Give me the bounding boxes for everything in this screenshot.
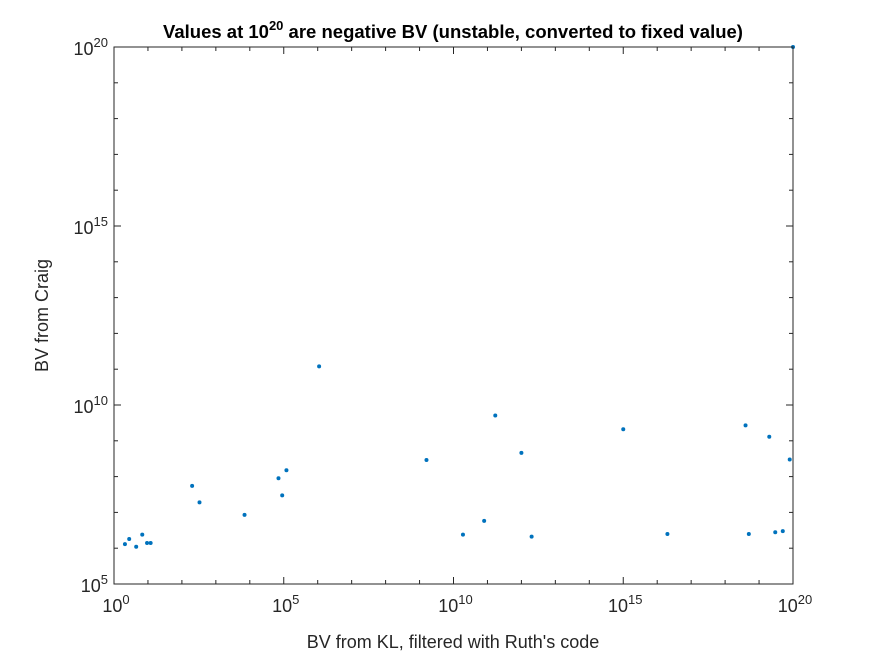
data-point: [317, 364, 322, 369]
data-point: [621, 427, 626, 432]
x-tick-label: 100: [102, 592, 129, 616]
chart-title-exponent: 20: [269, 18, 283, 33]
data-point: [122, 542, 127, 547]
y-tick-label: 105: [81, 572, 108, 596]
y-tick-label: 1015: [74, 214, 109, 238]
chart-title: Values at 1020 are negative BV (unstable…: [163, 18, 743, 42]
data-point: [746, 531, 751, 536]
data-point: [767, 434, 772, 439]
x-tick-label: 1010: [438, 592, 473, 616]
data-point: [276, 476, 281, 481]
data-point: [743, 423, 748, 428]
data-point: [280, 493, 285, 498]
y-tick-label: 1020: [74, 35, 109, 59]
data-point: [493, 413, 498, 418]
data-point: [148, 540, 153, 545]
data-point: [529, 534, 534, 539]
data-point: [773, 530, 778, 535]
data-point: [665, 531, 670, 536]
y-tick-label: 1010: [74, 393, 109, 417]
y-axis-label: BV from Craig: [32, 259, 52, 372]
data-point: [197, 500, 202, 505]
data-point: [460, 532, 465, 537]
scatter-points: [122, 45, 795, 549]
data-point: [787, 457, 792, 462]
chart-title-main: Values at 10: [163, 21, 269, 42]
x-tick-label: 1020: [778, 592, 813, 616]
data-point: [134, 544, 139, 549]
data-point: [140, 532, 145, 537]
data-point: [519, 450, 524, 455]
x-tick-labels: 100 105 1010 1015 1020: [102, 592, 812, 616]
plot-area: [113, 45, 795, 585]
data-point: [482, 518, 487, 523]
data-point: [242, 512, 247, 517]
chart-title-rest: are negative BV (unstable, converted to …: [283, 21, 743, 42]
x-tick-label: 105: [272, 592, 299, 616]
axis-ticks: [113, 46, 794, 585]
data-point: [190, 483, 195, 488]
data-point: [424, 458, 429, 463]
axes-background: [114, 47, 793, 584]
data-point: [780, 529, 785, 534]
x-axis-label: BV from KL, filtered with Ruth's code: [307, 632, 600, 652]
y-tick-labels: 105 1010 1015 1020: [74, 35, 109, 596]
data-point: [127, 537, 132, 542]
data-point: [145, 540, 150, 545]
x-tick-label: 1015: [608, 592, 643, 616]
data-point: [284, 468, 289, 473]
